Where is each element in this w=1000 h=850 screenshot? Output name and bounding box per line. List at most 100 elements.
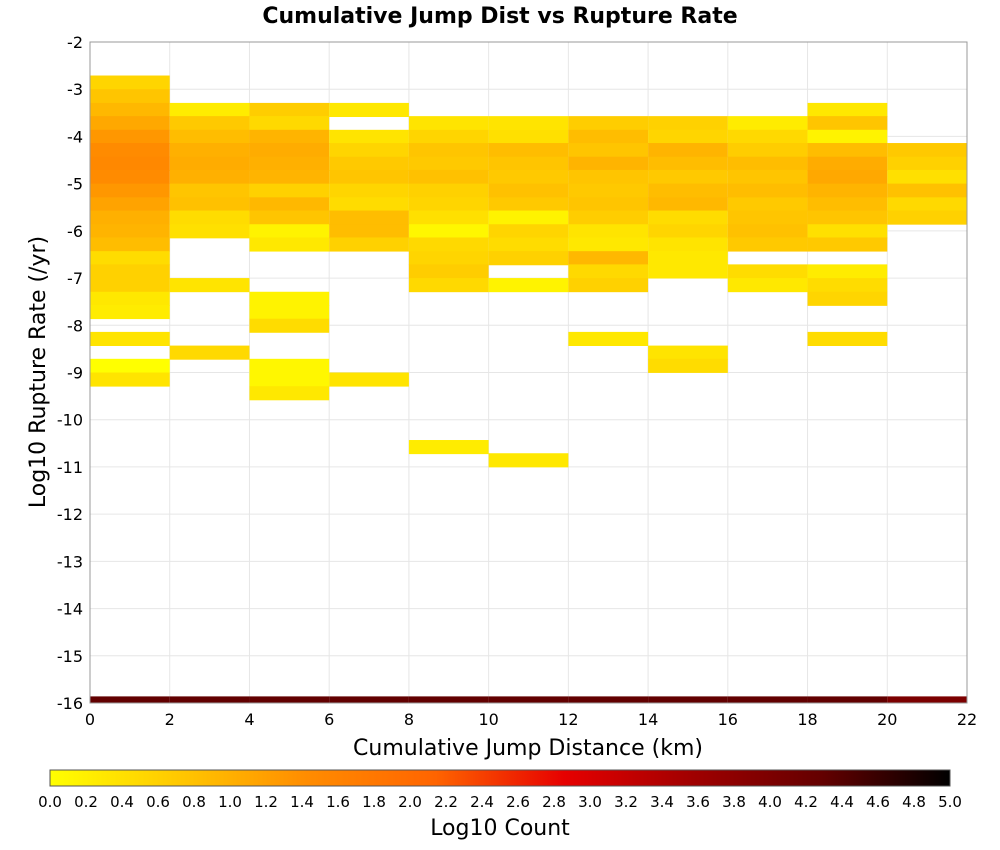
x-tick-label: 12 xyxy=(558,710,578,729)
y-tick-label: -13 xyxy=(57,552,83,571)
heatmap-cell xyxy=(408,264,489,279)
heatmap-cell xyxy=(568,143,649,158)
heatmap-cell xyxy=(807,102,888,118)
colorbar-tick-label: 1.0 xyxy=(218,793,242,811)
heatmap-cell xyxy=(408,183,489,198)
x-axis-label: Cumulative Jump Distance (km) xyxy=(353,736,703,761)
heatmap-cell xyxy=(488,251,569,266)
heatmap-cell xyxy=(90,210,170,225)
heatmap-cell xyxy=(90,197,170,212)
colorbar-tick-label: 3.6 xyxy=(686,793,710,811)
heatmap-cell xyxy=(568,224,649,239)
heatmap-cell xyxy=(249,291,330,306)
heatmap-cell xyxy=(408,696,489,703)
heatmap-cell xyxy=(249,169,330,185)
heatmap-cell xyxy=(488,197,569,212)
heatmap-cell xyxy=(169,183,250,198)
y-tick-label: -12 xyxy=(57,505,83,524)
heatmap-cell xyxy=(488,116,569,131)
heatmap-cell xyxy=(488,224,569,239)
colorbar-tick-label: 1.4 xyxy=(290,793,314,811)
heatmap-cell xyxy=(90,251,170,266)
y-tick-label: -3 xyxy=(67,80,83,99)
heatmap-cell xyxy=(807,264,888,279)
heatmap-cell xyxy=(249,318,330,333)
heatmap-cell xyxy=(329,197,409,212)
heatmap-cell xyxy=(169,197,250,212)
heatmap-cell xyxy=(887,197,967,212)
colorbar-tick-label: 0.2 xyxy=(74,793,98,811)
colorbar-tick-label: 2.4 xyxy=(470,793,494,811)
heatmap-cell xyxy=(169,102,250,118)
heatmap-cell xyxy=(169,156,250,171)
colorbar-label: Log10 Count xyxy=(430,816,570,841)
heatmap-cell xyxy=(249,143,330,158)
heatmap-cell xyxy=(568,116,649,131)
heatmap-cell xyxy=(90,143,170,158)
heatmap-cell xyxy=(408,143,489,158)
heatmap-cell xyxy=(648,210,728,225)
colorbar-tick-label: 4.2 xyxy=(794,793,818,811)
colorbar-tick-label: 3.4 xyxy=(650,793,674,811)
heatmap-cell xyxy=(648,197,728,212)
heatmap-cell xyxy=(807,183,888,198)
heatmap-cell xyxy=(169,345,250,360)
heatmap-cell xyxy=(408,237,489,252)
colorbar-tick-label: 2.0 xyxy=(398,793,422,811)
colorbar-tick-label: 5.0 xyxy=(938,793,962,811)
heatmap-cell xyxy=(648,116,728,131)
heatmap-cell xyxy=(807,278,888,293)
heatmap-cell xyxy=(727,197,808,212)
heatmap-cell xyxy=(568,129,649,144)
heatmap-cell xyxy=(648,156,728,171)
heatmap-cell xyxy=(408,210,489,225)
heatmap-cell xyxy=(329,372,409,387)
heatmap-cell xyxy=(807,237,888,252)
heatmap-cell xyxy=(887,156,967,171)
x-tick-label: 10 xyxy=(478,710,498,729)
heatmap-cell xyxy=(807,210,888,225)
heatmap-cell xyxy=(568,278,649,293)
y-tick-label: -4 xyxy=(67,127,83,146)
colorbar-tick-label: 4.8 xyxy=(902,793,926,811)
heatmap-cell xyxy=(90,156,170,171)
heatmap-cell xyxy=(488,453,569,468)
heatmap-cell xyxy=(488,210,569,225)
colorbar-tick-label: 1.6 xyxy=(326,793,350,811)
heatmap-cell xyxy=(648,696,728,703)
heatmap-cell xyxy=(727,264,808,279)
heatmap-cell xyxy=(807,224,888,239)
colorbar-tick-label: 0.6 xyxy=(146,793,170,811)
x-tick-label: 20 xyxy=(877,710,897,729)
heatmap-cell xyxy=(329,696,409,703)
heatmap-cell xyxy=(329,169,409,185)
heatmap-cell xyxy=(807,116,888,131)
heatmap-cell xyxy=(408,156,489,171)
heatmap-cell xyxy=(887,696,967,703)
heatmap-cell xyxy=(90,331,170,346)
heatmap-cell xyxy=(249,102,330,118)
colorbar-tick-label: 4.6 xyxy=(866,793,890,811)
y-tick-label: -2 xyxy=(67,33,83,52)
heatmap-cell xyxy=(329,183,409,198)
colorbar-tick-labels: 0.0 0.2 0.4 0.6 0.8 1.0 1.2 1.4 1.6 1.8 2.0 2.2 2.4 2… xyxy=(38,793,962,811)
heatmap-cell xyxy=(90,372,170,387)
colorbar-tick-label: 2.6 xyxy=(506,793,530,811)
heatmap-cell xyxy=(408,440,489,455)
heatmap-cell xyxy=(408,278,489,293)
heatmap-cell xyxy=(90,291,170,306)
colorbar-tick-label: 2.8 xyxy=(542,793,566,811)
heatmap-cell xyxy=(90,116,170,131)
colorbar-tick-label: 3.0 xyxy=(578,793,602,811)
y-axis-label: Log10 Rupture Rate (/yr) xyxy=(26,236,51,508)
y-tick-label: -10 xyxy=(57,411,83,430)
heatmap-cell xyxy=(488,237,569,252)
heatmap-cell xyxy=(648,264,728,279)
y-tick-label: -9 xyxy=(67,364,83,383)
heatmap-cell xyxy=(488,696,569,703)
heatmap-cell xyxy=(648,224,728,239)
heatmap-cell xyxy=(648,129,728,144)
heatmap-cell xyxy=(90,224,170,239)
heatmap-cell xyxy=(90,237,170,252)
